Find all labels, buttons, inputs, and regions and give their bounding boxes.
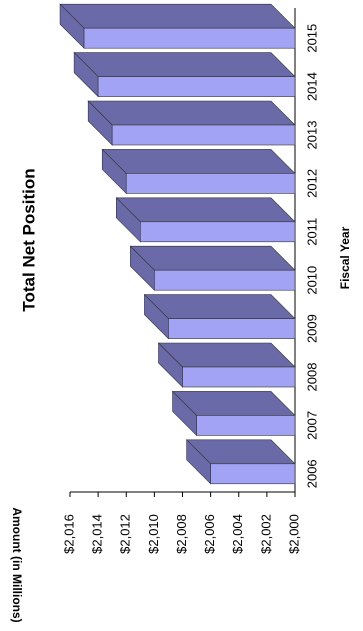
bar [196,415,296,436]
bar [140,221,296,243]
y-tick-label: $2,006 [202,514,217,554]
bar [97,76,296,97]
bar [168,318,296,339]
x-tick-label: 2009 [304,314,319,343]
x-tick-label: 2015 [304,24,319,53]
bar [210,463,296,485]
y-tick-label: $2,002 [258,514,273,554]
x-tick-label: 2010 [304,266,319,295]
x-tick-label: 2007 [304,411,319,440]
bar-side [143,294,296,319]
bar [83,27,296,49]
y-tick-label: $2,016 [61,514,76,554]
y-tick-label: $2,010 [146,514,161,554]
bar [182,366,296,388]
x-axis-title: Fiscal Year [338,226,352,289]
x-tick-label: 2012 [304,169,319,198]
bar-side [73,52,296,77]
y-tick-label: $2,014 [90,514,105,554]
bar [125,173,296,194]
bar-side [101,149,296,174]
y-tick-label: $2,008 [174,514,189,554]
x-tick-label: 2008 [304,363,319,392]
y-tick-label: $2,012 [118,514,133,554]
bar [154,269,296,291]
x-tick-label: 2011 [304,218,319,246]
bar-side [129,245,296,271]
x-tick-label: 2006 [304,459,319,488]
chart-title: Total Net Position [19,168,38,311]
bar-side [59,3,296,29]
y-tick-label: $2,004 [230,514,245,554]
bar-side [115,197,296,223]
x-tick-label: 2013 [304,121,319,150]
y-tick-label: $2,000 [286,514,301,554]
x-tick-label: 2014 [304,72,319,101]
bar-side [87,100,296,126]
y-axis-title: Amount (in Millions) [10,507,24,622]
bar [111,124,296,146]
